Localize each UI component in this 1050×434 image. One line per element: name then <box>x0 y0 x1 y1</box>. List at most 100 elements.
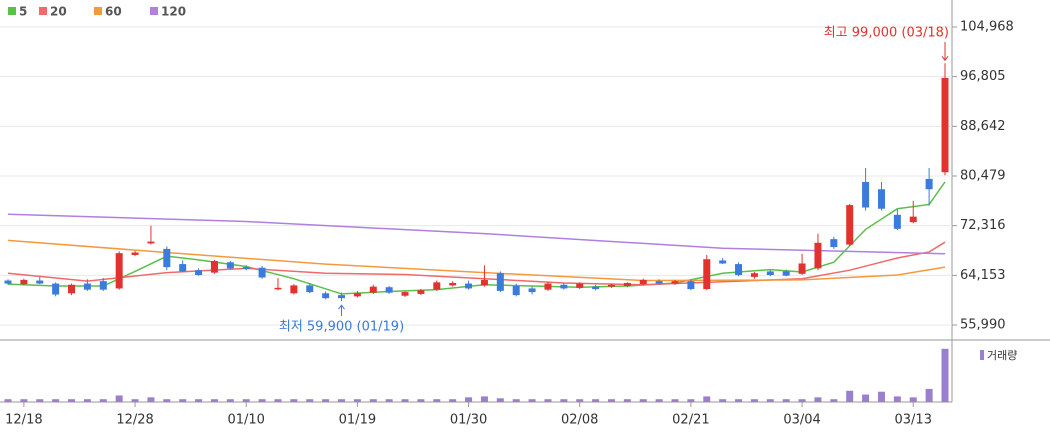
candle-body <box>99 281 107 290</box>
candle-body <box>941 77 949 173</box>
candle-body <box>671 281 679 284</box>
volume-bar <box>210 399 218 402</box>
candle-body <box>210 261 218 273</box>
candle-body <box>893 214 901 229</box>
legend-label: 거래량 <box>987 349 1017 362</box>
y-tick-label: 88,642 <box>960 119 1006 134</box>
volume-bar <box>226 399 234 402</box>
annotation-arrow <box>338 304 345 316</box>
volume-bar <box>290 399 298 402</box>
volume-bar <box>115 395 123 402</box>
candle-body <box>607 284 615 287</box>
candle-body <box>512 285 520 296</box>
legend-label: 20 <box>50 5 67 19</box>
volume-bar <box>576 399 584 402</box>
candle-body <box>338 295 346 299</box>
candle-body <box>4 280 12 284</box>
candle-body <box>655 281 663 284</box>
candle-body <box>163 248 171 268</box>
volume-bar <box>195 399 203 402</box>
x-tick-label: 03/04 <box>783 413 820 428</box>
volume-bar <box>322 399 330 402</box>
volume-bar <box>544 399 552 402</box>
candle-body <box>131 252 139 255</box>
volume-bar <box>4 399 12 402</box>
volume-bar <box>798 399 806 402</box>
annotation-arrow <box>941 42 949 62</box>
x-tick-label: 01/30 <box>450 413 487 428</box>
x-tick-label: 01/19 <box>339 413 376 428</box>
candle-body <box>750 273 758 277</box>
volume-bar <box>306 399 314 402</box>
legend-swatch <box>150 7 158 15</box>
x-tick-label: 12/28 <box>116 413 153 428</box>
volume-bar <box>925 388 933 402</box>
volume-bar <box>830 399 838 402</box>
candle-body <box>306 285 314 293</box>
volume-bar <box>496 398 504 402</box>
volume-bar <box>20 399 28 402</box>
x-tick-label: 03/13 <box>895 413 932 428</box>
candle-body <box>52 283 60 295</box>
candle-body <box>226 262 234 269</box>
volume-bar <box>417 399 425 402</box>
volume-bar <box>893 396 901 402</box>
y-tick-label: 64,153 <box>960 268 1006 283</box>
y-tick-label: 104,968 <box>960 20 1014 35</box>
volume-bar <box>814 397 822 402</box>
volume-bar <box>766 399 774 402</box>
volume-bar <box>909 397 917 402</box>
volume-bar <box>163 399 171 402</box>
candle-body <box>798 263 806 274</box>
volume-bar <box>131 399 139 402</box>
volume-bar <box>147 397 155 402</box>
volume-bar <box>607 399 615 402</box>
candle-body <box>909 216 917 223</box>
volume-bar <box>846 390 854 402</box>
legend-label: 120 <box>161 5 186 19</box>
candle-body <box>830 239 838 248</box>
candle-body <box>115 253 123 289</box>
y-tick-label: 80,479 <box>960 169 1006 184</box>
legend-swatch <box>39 7 47 15</box>
volume-bar <box>512 399 520 402</box>
volume-bar <box>877 391 885 402</box>
candle-body <box>195 270 203 276</box>
candle-body <box>766 271 774 276</box>
volume-bar <box>449 399 457 402</box>
candle-body <box>496 273 504 291</box>
candle-body <box>433 282 441 290</box>
candle-body <box>179 264 187 272</box>
candle-body <box>719 260 727 264</box>
annotation: 최고 99,000 (03/18) <box>824 26 949 41</box>
y-tick-label: 72,316 <box>960 218 1006 233</box>
candle-body <box>480 279 488 286</box>
volume-bar <box>655 399 663 402</box>
volume-bar <box>353 399 361 402</box>
volume-bar <box>480 396 488 402</box>
x-tick-label: 02/08 <box>561 413 598 428</box>
candle-body <box>465 283 473 289</box>
candle-body <box>623 282 631 286</box>
candle-body <box>401 292 409 296</box>
candle-body <box>258 267 266 278</box>
candle-body <box>449 282 457 286</box>
candle-body <box>528 288 536 293</box>
volume-bar <box>433 399 441 402</box>
volume-bar <box>671 399 679 402</box>
candle-body <box>369 286 377 293</box>
candle-body <box>639 279 647 285</box>
candle-body <box>242 267 250 269</box>
candle-body <box>147 241 155 244</box>
ma-line <box>7 213 946 255</box>
volume-bar <box>592 399 600 402</box>
volume-bar <box>465 397 473 402</box>
candle-body <box>274 287 282 290</box>
candle-body <box>544 283 552 290</box>
volume-bar <box>258 399 266 402</box>
volume-bar <box>560 399 568 402</box>
volume-bar <box>782 399 790 402</box>
volume-bar <box>862 394 870 402</box>
candle-body <box>782 271 790 276</box>
